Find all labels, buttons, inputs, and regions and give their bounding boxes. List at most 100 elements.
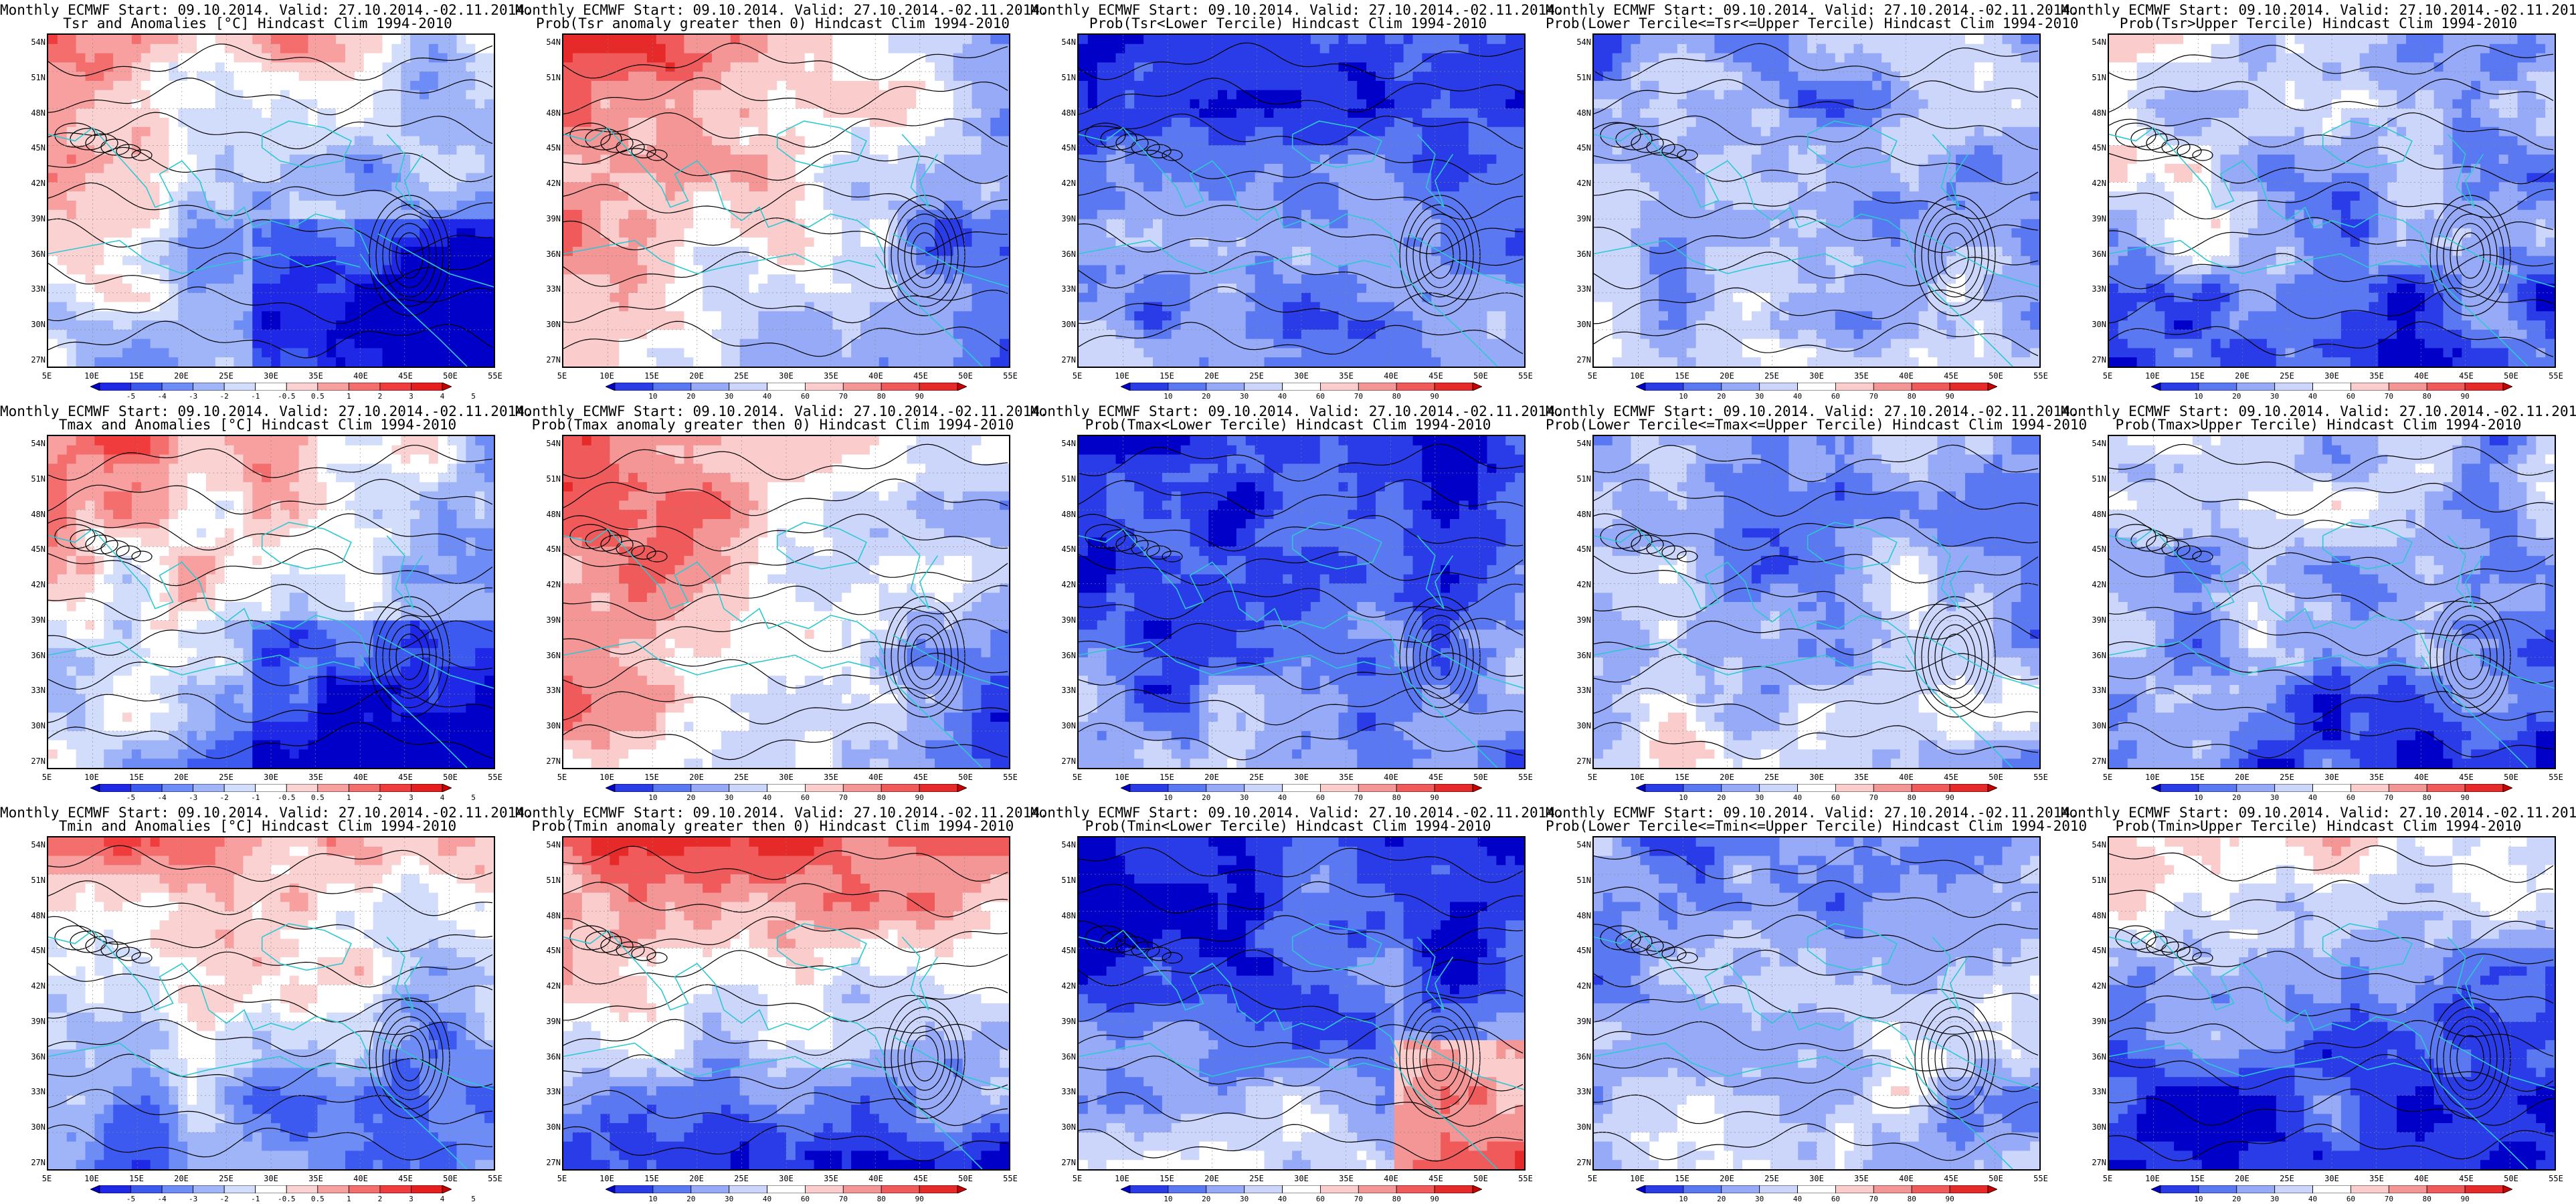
colorbar-label: 30 xyxy=(719,1195,739,1203)
panel-title-line2: Tsr and Anomalies [°C] Hindcast Clim 199… xyxy=(0,16,515,31)
colorbar-label: 10 xyxy=(1158,793,1178,802)
map-panel: Monthly ECMWF Start: 09.10.2014. Valid: … xyxy=(1546,401,2087,803)
colorbar-label: 20 xyxy=(681,1195,701,1203)
longitude-label: 20E xyxy=(168,773,195,782)
colorbar-segment xyxy=(1873,383,1912,391)
colorbar-segment xyxy=(1282,1185,1321,1193)
map-panel: Monthly ECMWF Start: 09.10.2014. Valid: … xyxy=(0,803,533,1204)
colorbar-segment xyxy=(348,784,381,792)
colorbar-label: 20 xyxy=(681,392,701,401)
latitude-label: 54N xyxy=(19,439,45,448)
colorbar-segment xyxy=(1168,1185,1207,1193)
longitude-label: 50E xyxy=(437,773,464,782)
colorbar-label: 0.5 xyxy=(308,392,328,401)
colorbar-segment xyxy=(130,1185,163,1193)
longitude-label: 30E xyxy=(1803,1174,1830,1183)
longitude-label: 5E xyxy=(2094,773,2121,782)
latitude-label: 45N xyxy=(534,544,561,554)
longitude-label: 35E xyxy=(2363,1174,2390,1183)
latitude-label: 27N xyxy=(19,757,45,766)
panel-title-line2: Prob(Tmin<Lower Tercile) Hindcast Clim 1… xyxy=(1030,819,1546,833)
latitude-label: 33N xyxy=(1564,1087,1591,1096)
latitude-label: 51N xyxy=(2080,876,2106,885)
colorbar-segment xyxy=(919,383,958,391)
colorbar-label: -3 xyxy=(183,1195,203,1203)
panel-title-line2: Prob(Tsr>Upper Tercile) Hindcast Clim 19… xyxy=(2061,16,2576,31)
latitude-label: 51N xyxy=(19,876,45,885)
longitude-label: 55E xyxy=(1512,773,1539,782)
colorbar-segment xyxy=(1434,383,1473,391)
colorbar-label: 70 xyxy=(2379,392,2399,401)
colorbar-label: 10 xyxy=(2189,1195,2209,1203)
colorbar-label: 30 xyxy=(719,793,739,802)
latitude-label: 45N xyxy=(2080,544,2106,554)
colorbar-segment xyxy=(348,1185,381,1193)
colorbar-label: 90 xyxy=(2455,392,2475,401)
colorbar-segment xyxy=(1911,784,1950,792)
colorbar-segment xyxy=(919,1185,958,1193)
panel-title-line1: Monthly ECMWF Start: 09.10.2014. Valid: … xyxy=(1546,404,2079,419)
colorbar-label: 4 xyxy=(432,1195,452,1203)
colorbar-high-arrow xyxy=(2502,1185,2512,1193)
colorbar-segment xyxy=(1645,784,1684,792)
latitude-label: 51N xyxy=(1564,474,1591,484)
longitude-label: 25E xyxy=(213,773,240,782)
colorbar-low-arrow xyxy=(606,784,616,792)
colorbar-label: 40 xyxy=(1273,793,1293,802)
colorbar-label: 30 xyxy=(1234,392,1255,401)
colorbar-segment xyxy=(130,383,163,391)
longitude-label: 20E xyxy=(683,371,710,381)
longitude-label: 10E xyxy=(2139,371,2166,381)
colorbar-label: 10 xyxy=(1673,793,1693,802)
colorbar-segment xyxy=(1949,1185,1989,1193)
grid-lines xyxy=(563,837,1009,1169)
colorbar-segment xyxy=(2198,1185,2237,1193)
latitude-label: 54N xyxy=(1049,37,1076,47)
latitude-label: 45N xyxy=(19,143,45,153)
latitude-label: 45N xyxy=(1564,946,1591,955)
colorbar-segment xyxy=(1873,1185,1912,1193)
longitude-label: 30E xyxy=(773,1174,800,1183)
colorbar-segment xyxy=(1434,1185,1473,1193)
shading-layer xyxy=(1594,35,2039,367)
colorbar-segment xyxy=(286,1185,318,1193)
longitude-label: 55E xyxy=(2027,1174,2054,1183)
latitude-label: 48N xyxy=(1564,108,1591,118)
colorbar-segment xyxy=(2350,1185,2389,1193)
colorbar-wrap xyxy=(1121,784,1482,792)
latitude-label: 45N xyxy=(1564,544,1591,554)
longitude-label: 45E xyxy=(1938,371,1964,381)
colorbar-segment xyxy=(881,1185,920,1193)
latitude-label: 48N xyxy=(1049,108,1076,118)
coastline-layer xyxy=(1079,120,1524,367)
map-area xyxy=(1592,33,2041,368)
latitude-label: 39N xyxy=(2080,1017,2106,1026)
longitude-label: 40E xyxy=(347,1174,374,1183)
colorbar-segment xyxy=(1721,1185,1760,1193)
latitude-label: 54N xyxy=(1564,439,1591,448)
longitude-label: 40E xyxy=(2408,773,2435,782)
longitude-label: 35E xyxy=(818,1174,844,1183)
colorbar-label: 10 xyxy=(643,793,663,802)
longitude-label: 30E xyxy=(1803,371,1830,381)
latitude-label: 27N xyxy=(534,355,561,365)
colorbar-label: -0.5 xyxy=(276,793,296,802)
colorbar-high-arrow xyxy=(1987,784,1997,792)
colorbar-low-arrow xyxy=(2151,1185,2161,1193)
contour-layer xyxy=(2109,45,2554,358)
colorbar-wrap xyxy=(606,1185,967,1193)
colorbar-segment xyxy=(1396,1185,1435,1193)
colorbar-label: 40 xyxy=(757,392,777,401)
longitude-label: 40E xyxy=(347,371,374,381)
colorbar-segment xyxy=(1129,1185,1169,1193)
longitude-label: 5E xyxy=(1064,371,1091,381)
colorbar-segment xyxy=(804,784,844,792)
latitude-label: 42N xyxy=(534,580,561,589)
colorbar-segment xyxy=(1911,383,1950,391)
latitude-label: 42N xyxy=(1564,580,1591,589)
latitude-label: 42N xyxy=(1564,179,1591,188)
colorbar-label: 20 xyxy=(1196,793,1216,802)
latitude-label: 48N xyxy=(2080,510,2106,519)
colorbar-low-arrow xyxy=(90,383,100,391)
longitude-label: 55E xyxy=(482,1174,509,1183)
